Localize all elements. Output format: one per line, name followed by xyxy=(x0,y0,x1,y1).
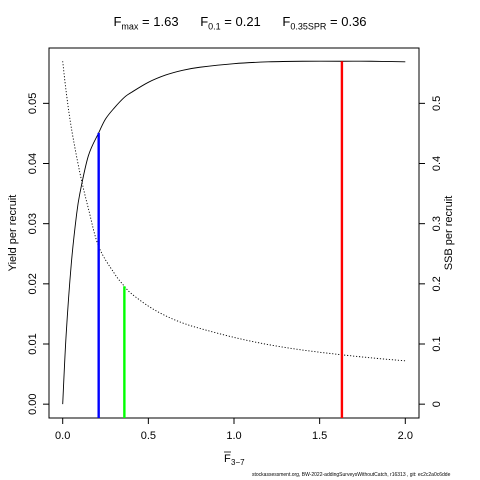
title-term-fmax: Fmax = 1.63 xyxy=(113,14,179,32)
x-tick-label: 1.0 xyxy=(226,430,241,442)
y-left-tick-label: 0.04 xyxy=(27,153,39,174)
y-left-tick-label: 0.00 xyxy=(27,393,39,414)
y-right-tick-label: 0.4 xyxy=(431,156,443,171)
y-left-tick-label: 0.03 xyxy=(27,213,39,234)
title-term-value: = 0.36 xyxy=(330,14,367,29)
x-axis-label-main: F xyxy=(224,453,231,465)
y-right-tick-label: 0.2 xyxy=(431,276,443,291)
x-tick-label: 2.0 xyxy=(398,430,413,442)
x-tick-label: 0.0 xyxy=(55,430,70,442)
chart-title: Fmax = 1.63 F0.1 = 0.21 F0.35SPR = 0.36 xyxy=(0,14,480,32)
title-term-main: F xyxy=(200,14,209,29)
x-axis-label: F 3−7 xyxy=(224,451,245,467)
x-tick-label: 0.5 xyxy=(141,430,156,442)
y-left-tick-label: 0.05 xyxy=(27,93,39,114)
y-axis-right: 0 0.1 0.2 0.3 0.4 0.5 xyxy=(419,96,443,407)
title-term-sub: 0.35SPR xyxy=(290,21,327,32)
ssb-per-recruit-curve xyxy=(62,61,406,362)
y-axis-right-label: SSB per recruit xyxy=(443,196,455,271)
title-term-f035spr: F0.35SPR = 0.36 xyxy=(282,14,367,32)
title-term-sub: 0.1 xyxy=(208,21,221,32)
x-axis: 0.0 0.5 1.0 1.5 2.0 xyxy=(55,418,413,442)
title-term-main: F xyxy=(282,14,291,29)
y-left-tick-label: 0.01 xyxy=(27,333,39,354)
y-axis-left: 0.00 0.01 0.02 0.03 0.04 0.05 xyxy=(27,93,49,415)
plot-frame xyxy=(48,47,420,419)
title-term-value: = 1.63 xyxy=(142,14,179,29)
y-right-tick-label: 0.1 xyxy=(431,336,443,351)
y-right-tick-label: 0 xyxy=(431,401,443,407)
x-tick-label: 1.5 xyxy=(312,430,327,442)
y-axis-left-label: Yield per recruit xyxy=(7,195,19,272)
footer-note: stockassessment.org, BW-2022-addingSurve… xyxy=(252,472,451,478)
title-term-main: F xyxy=(113,14,122,29)
title-term-sub: max xyxy=(121,21,139,32)
title-term-value: = 0.21 xyxy=(224,14,261,29)
series-layer xyxy=(62,60,406,405)
x-axis-label-sub: 3−7 xyxy=(231,458,245,467)
reference-lines xyxy=(97,61,344,418)
y-left-tick-label: 0.02 xyxy=(27,273,39,294)
y-right-tick-label: 0.3 xyxy=(431,216,443,231)
y-right-tick-label: 0.5 xyxy=(431,96,443,111)
title-term-f01: F0.1 = 0.21 xyxy=(200,14,261,32)
yield-per-recruit-curve xyxy=(62,60,406,405)
